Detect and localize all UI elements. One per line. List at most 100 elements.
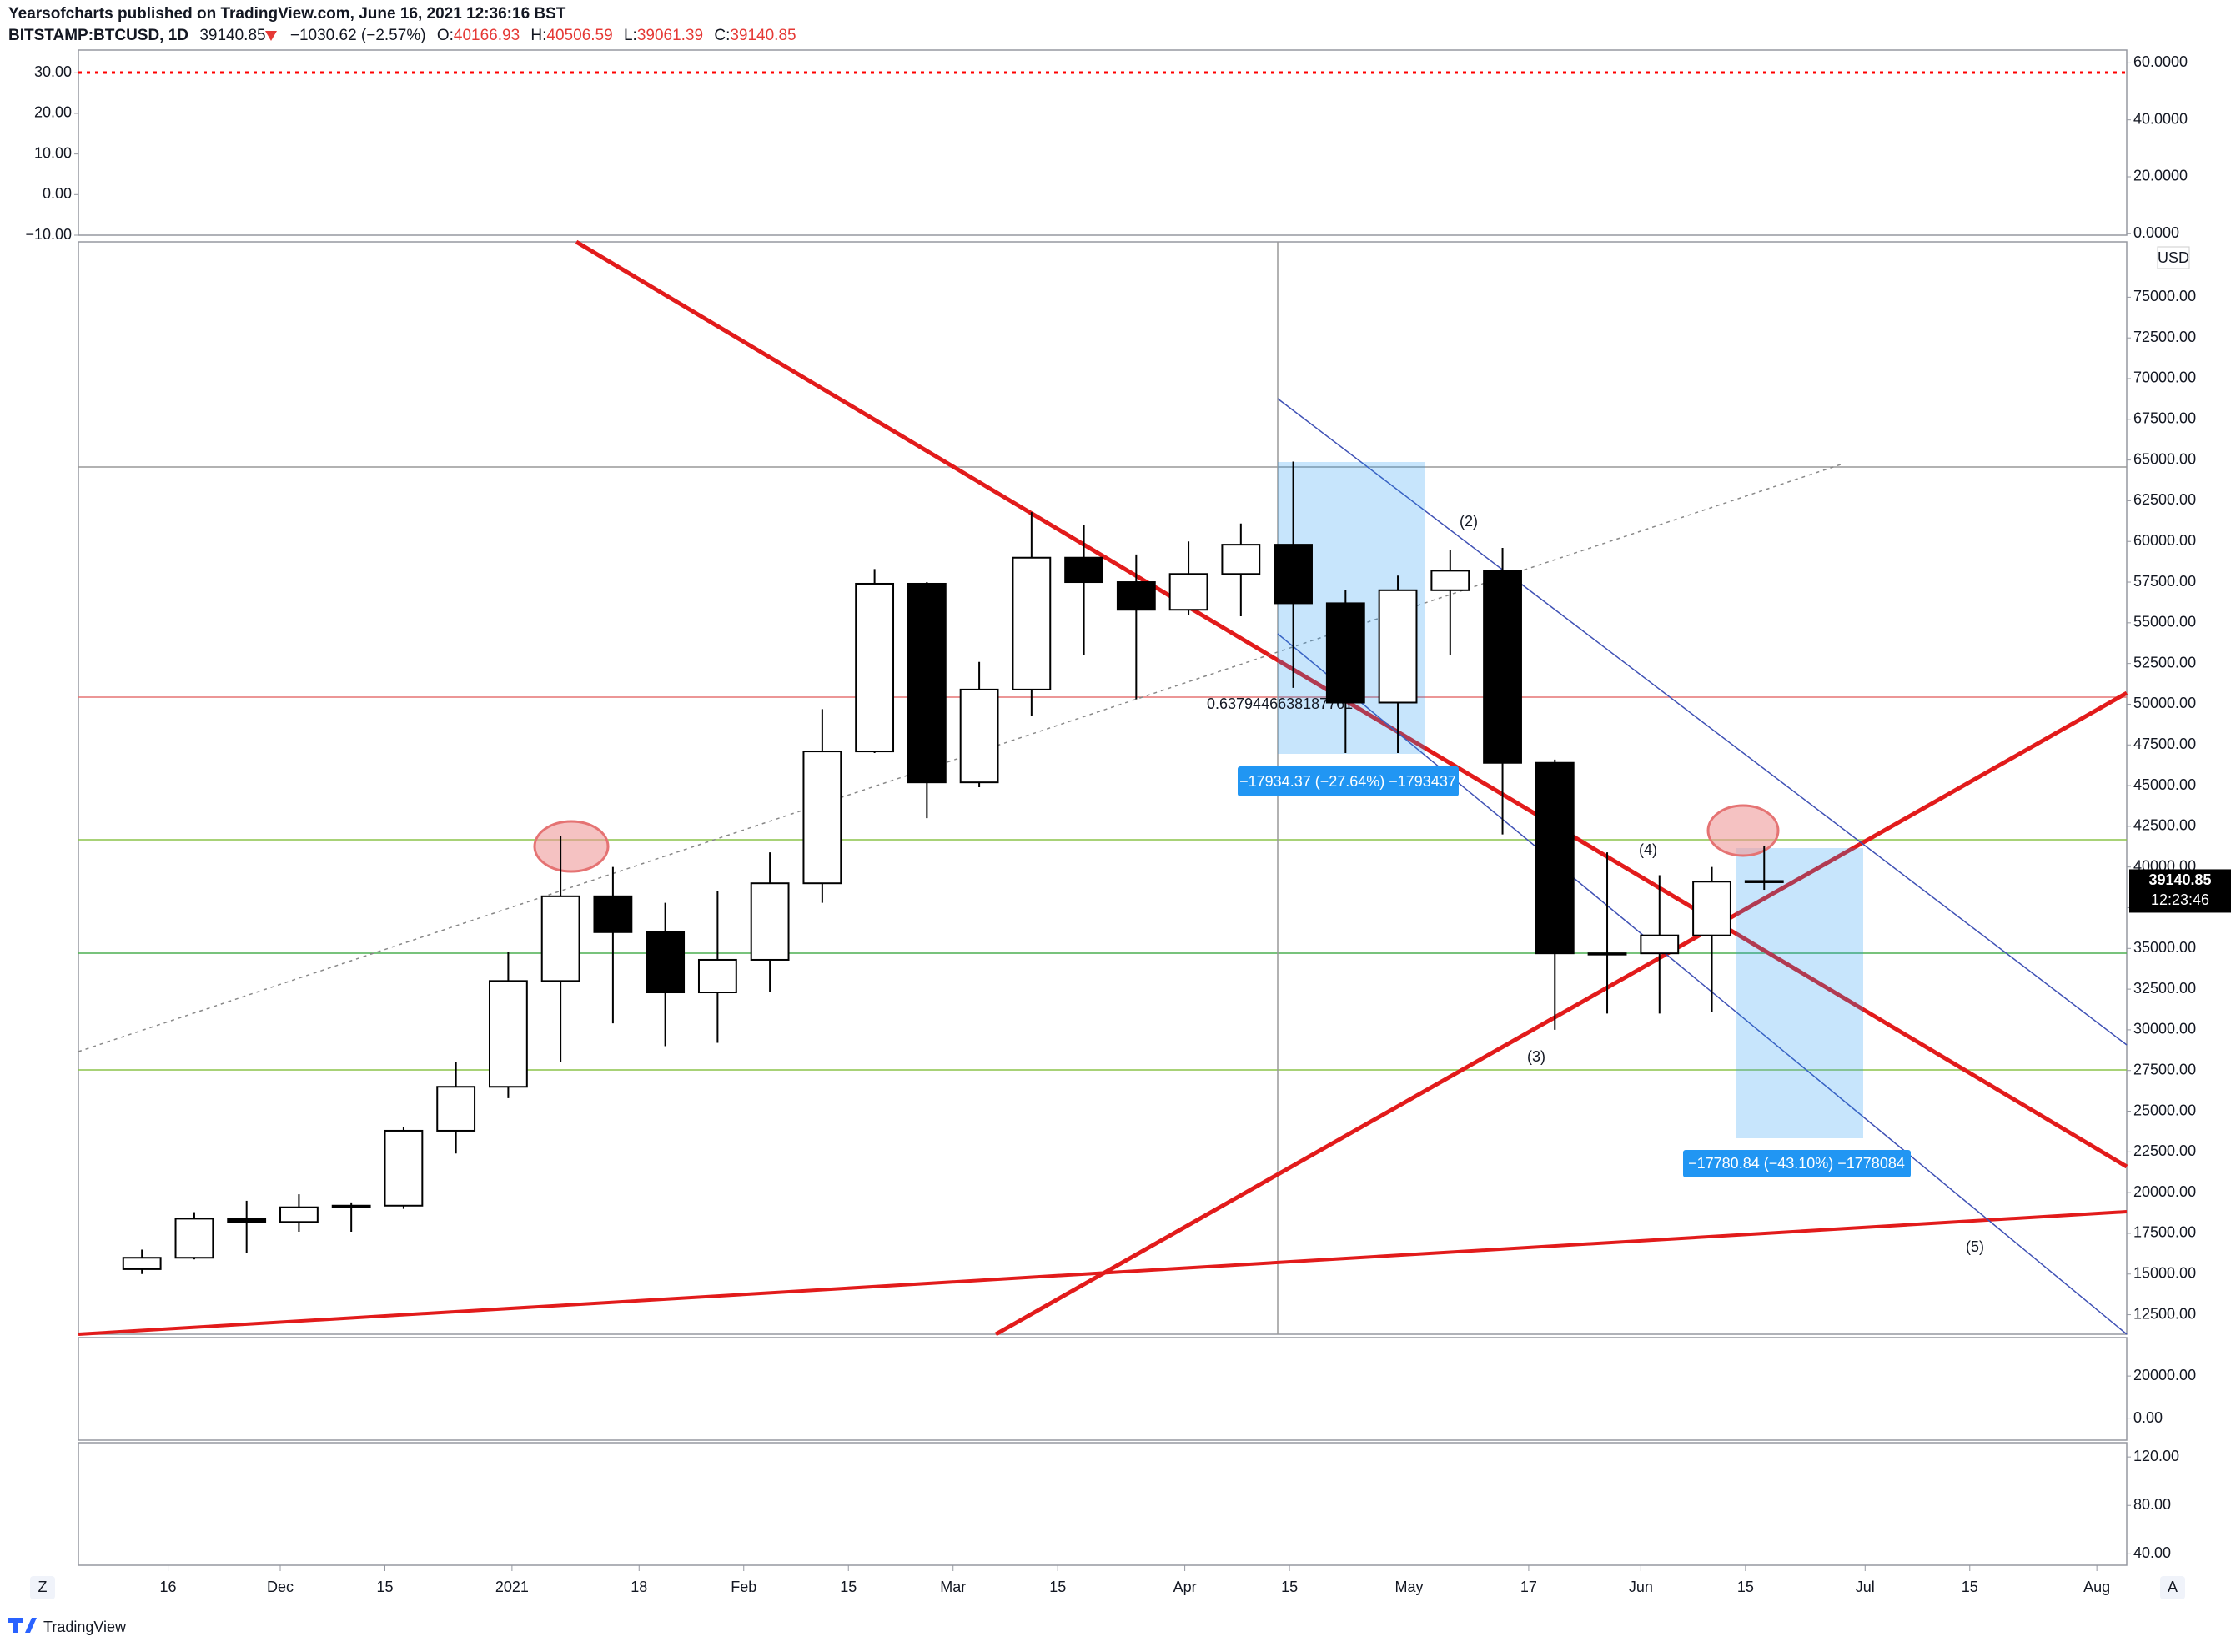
y-tick-label: 40.00 xyxy=(2133,1544,2171,1561)
candle-body xyxy=(1692,881,1731,936)
trend-line xyxy=(78,463,1844,1052)
wave-label: (3) xyxy=(1527,1048,1545,1065)
drawings xyxy=(78,239,2128,1337)
candle-body xyxy=(1535,761,1575,955)
candle-body xyxy=(697,958,737,994)
high: 40506.59 xyxy=(546,27,612,44)
y-tick-label: 0.0000 xyxy=(2133,224,2179,241)
x-tick-label: 17 xyxy=(1520,1579,1537,1595)
y-tick-label: 62500.00 xyxy=(2133,491,2196,508)
x-tick-label: Aug xyxy=(2083,1579,2110,1595)
price: 39140.85 xyxy=(199,27,265,44)
panel3-frame xyxy=(78,1337,2128,1441)
candle-body xyxy=(279,1206,319,1223)
wave-label: (5) xyxy=(1966,1238,1984,1255)
y-tick-label: 15000.00 xyxy=(2133,1265,2196,1282)
y-tick-label: 120.00 xyxy=(2133,1448,2179,1464)
candle-body xyxy=(907,582,947,784)
candle-body xyxy=(750,882,790,961)
low-label: L: xyxy=(624,27,637,44)
ratio-label: 0.6379446638187761 xyxy=(1207,695,1353,712)
y-tick-label: 80.00 xyxy=(2133,1496,2171,1513)
y-tick-label: 20.0000 xyxy=(2133,168,2188,184)
candle-body xyxy=(1640,934,1680,955)
close: 39140.85 xyxy=(730,27,796,44)
candle-body xyxy=(1325,602,1365,704)
y-tick-label: 67500.00 xyxy=(2133,410,2196,427)
main-frame xyxy=(78,241,2128,1335)
high-label: H: xyxy=(530,27,546,44)
candle-body xyxy=(540,895,580,982)
measure-label: −17934.37 (−27.64%) −1793437 xyxy=(1239,773,1456,790)
wave-label: (2) xyxy=(1460,513,1478,530)
candle-body xyxy=(1012,556,1052,690)
change: −1030.62 (−2.57%) xyxy=(290,27,426,44)
y-tick-label: 20000.00 xyxy=(2133,1367,2196,1383)
y-tick-label: 35000.00 xyxy=(2133,939,2196,956)
candle-body xyxy=(122,1257,162,1270)
y-tick-label: 25000.00 xyxy=(2133,1102,2196,1118)
x-tick-label: Mar xyxy=(940,1579,966,1595)
button-label[interactable]: A xyxy=(2168,1579,2178,1595)
y-tick-label: 40.0000 xyxy=(2133,110,2188,127)
channel-line xyxy=(1277,633,2128,1335)
candle-body xyxy=(1483,570,1522,764)
candle-body xyxy=(436,1086,476,1132)
x-tick-label: Feb xyxy=(731,1579,756,1595)
measure-box xyxy=(1736,848,1863,1138)
candle-body xyxy=(1168,573,1208,611)
trend-line xyxy=(78,1210,2128,1336)
candle-body xyxy=(1274,544,1313,605)
y-tick-label: 12500.00 xyxy=(2133,1305,2196,1322)
candle-body xyxy=(384,1129,424,1207)
candle-body xyxy=(488,980,528,1088)
low: 39061.39 xyxy=(637,27,703,44)
x-tick-label: Jun xyxy=(1629,1579,1653,1595)
highlight-circle xyxy=(1706,804,1780,857)
y-tick-label: 17500.00 xyxy=(2133,1224,2196,1241)
oscillator-frame xyxy=(78,49,2128,236)
y-tick-label: −10.00 xyxy=(25,226,72,243)
candle-body xyxy=(855,582,895,753)
y-tick-label: 70000.00 xyxy=(2133,369,2196,386)
candle-body xyxy=(802,751,842,885)
x-tick-label: 2021 xyxy=(495,1579,529,1595)
currency-box xyxy=(2157,246,2190,269)
y-tick-label: 0.00 xyxy=(43,185,72,202)
candle-body xyxy=(1744,880,1784,883)
trend-line xyxy=(575,239,2128,1169)
y-tick-label: 20000.00 xyxy=(2133,1183,2196,1200)
open: 40166.93 xyxy=(454,27,520,44)
y-tick-label: 47500.00 xyxy=(2133,736,2196,752)
down-arrow-icon xyxy=(265,31,277,41)
candle-body xyxy=(331,1204,371,1208)
y-tick-label: 72500.00 xyxy=(2133,329,2196,345)
x-tick-label: 15 xyxy=(840,1579,857,1595)
y-tick-label: 60000.00 xyxy=(2133,532,2196,549)
button-label[interactable]: Z xyxy=(38,1579,48,1595)
candle-body xyxy=(1587,952,1627,956)
last-price-box xyxy=(2129,869,2231,913)
trend-line xyxy=(994,690,2128,1337)
panel4-frame xyxy=(78,1442,2128,1566)
y-tick-label: 50000.00 xyxy=(2133,695,2196,711)
candle-body xyxy=(1116,581,1156,611)
last-price: 39140.85 xyxy=(2148,871,2211,888)
y-tick-label: 20.00 xyxy=(34,104,72,121)
candle-body xyxy=(1221,544,1261,575)
symbol: BITSTAMP:BTCUSD, 1D xyxy=(8,27,188,44)
y-tick-label: 60.0000 xyxy=(2133,53,2188,70)
x-tick-label: Jul xyxy=(1856,1579,1875,1595)
candle-body xyxy=(646,931,686,994)
y-tick-label: 75000.00 xyxy=(2133,288,2196,304)
y-tick-label: 22500.00 xyxy=(2133,1142,2196,1159)
candle-body xyxy=(227,1218,267,1223)
candle-body xyxy=(959,688,999,784)
x-tick-label: 16 xyxy=(160,1579,177,1595)
button[interactable] xyxy=(30,1576,55,1599)
y-tick-label: 52500.00 xyxy=(2133,654,2196,670)
x-tick-label: 15 xyxy=(376,1579,393,1595)
button[interactable] xyxy=(2160,1576,2185,1599)
